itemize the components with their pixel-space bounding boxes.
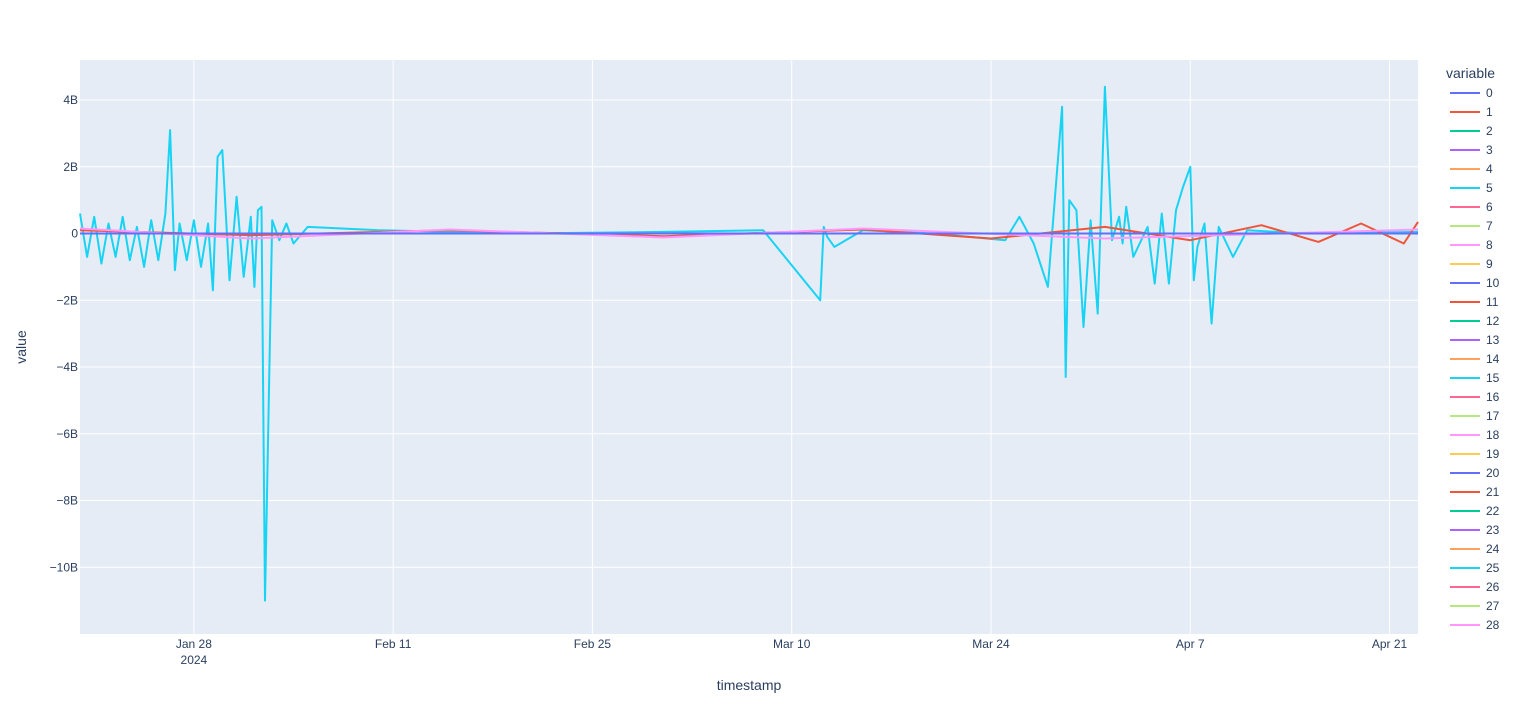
legend-item-label: 16 bbox=[1486, 390, 1500, 404]
plot-background bbox=[80, 60, 1418, 634]
legend-item-label: 21 bbox=[1486, 485, 1500, 499]
legend-item-label: 26 bbox=[1486, 580, 1500, 594]
legend-item-label: 11 bbox=[1486, 295, 1499, 309]
y-tick-label: −2B bbox=[56, 293, 78, 307]
legend-item-label: 13 bbox=[1486, 333, 1500, 347]
x-tick-label: Feb 11 bbox=[375, 637, 412, 651]
series-layer bbox=[79, 85, 1419, 602]
legend-item-label: 5 bbox=[1486, 181, 1493, 195]
legend-item-label: 0 bbox=[1486, 86, 1493, 100]
legend-item-label: 25 bbox=[1486, 561, 1500, 575]
legend-item-label: 4 bbox=[1486, 162, 1493, 176]
legend-item-label: 8 bbox=[1486, 238, 1493, 252]
y-tick-label: −8B bbox=[56, 494, 78, 508]
legend-item-label: 9 bbox=[1486, 257, 1493, 271]
legend-title: variable bbox=[1446, 65, 1495, 81]
series-line-5 bbox=[79, 85, 1419, 602]
legend-item-label: 17 bbox=[1486, 409, 1500, 423]
legend-item-label: 27 bbox=[1486, 599, 1500, 613]
legend-item-label: 1 bbox=[1486, 105, 1493, 119]
y-tick-label: 0 bbox=[71, 227, 78, 241]
legend-item-label: 3 bbox=[1486, 143, 1493, 157]
x-tick-label: Feb 25 bbox=[574, 637, 612, 651]
x-axis-ticks: Jan 28 2024 Feb 11 Feb 25 Mar 10 Mar 24 Apr 7 A… bbox=[176, 637, 1408, 667]
legend-item-label: 12 bbox=[1486, 314, 1500, 328]
legend-item-label: 23 bbox=[1486, 523, 1500, 537]
legend-item-label: 24 bbox=[1486, 542, 1500, 556]
legend-item-label: 18 bbox=[1486, 428, 1500, 442]
legend: 0123456789101112131415161718192021222324… bbox=[1450, 86, 1500, 632]
legend-item-label: 6 bbox=[1486, 200, 1493, 214]
legend-item-label: 10 bbox=[1486, 276, 1500, 290]
x-tick-label: Mar 10 bbox=[773, 637, 811, 651]
x-tick-label: Mar 24 bbox=[972, 637, 1010, 651]
x-axis-title: timestamp bbox=[717, 677, 782, 693]
legend-item-label: 7 bbox=[1486, 219, 1493, 233]
x-tick-label: Apr 7 bbox=[1176, 637, 1205, 651]
y-tick-label: 4B bbox=[63, 93, 78, 107]
y-tick-label: −6B bbox=[56, 427, 78, 441]
legend-item-label: 22 bbox=[1486, 504, 1500, 518]
legend-item-label: 15 bbox=[1486, 371, 1500, 385]
legend-item-label: 14 bbox=[1486, 352, 1500, 366]
y-axis-ticks: 4B 2B 0 −2B −4B −6B −8B −10B bbox=[50, 93, 79, 574]
x-tick-sublabel: 2024 bbox=[181, 653, 208, 667]
y-tick-label: 2B bbox=[63, 160, 78, 174]
x-tick-label: Apr 21 bbox=[1372, 637, 1408, 651]
x-tick-label: Jan 28 bbox=[176, 637, 212, 651]
legend-item-label: 2 bbox=[1486, 124, 1493, 138]
legend-item-label: 28 bbox=[1486, 618, 1500, 632]
legend-item-label: 19 bbox=[1486, 447, 1500, 461]
y-axis-title: value bbox=[13, 330, 29, 364]
series-line-8 bbox=[79, 227, 1419, 240]
legend-item-label: 20 bbox=[1486, 466, 1500, 480]
y-tick-label: −10B bbox=[50, 560, 78, 574]
y-tick-label: −4B bbox=[56, 360, 78, 374]
